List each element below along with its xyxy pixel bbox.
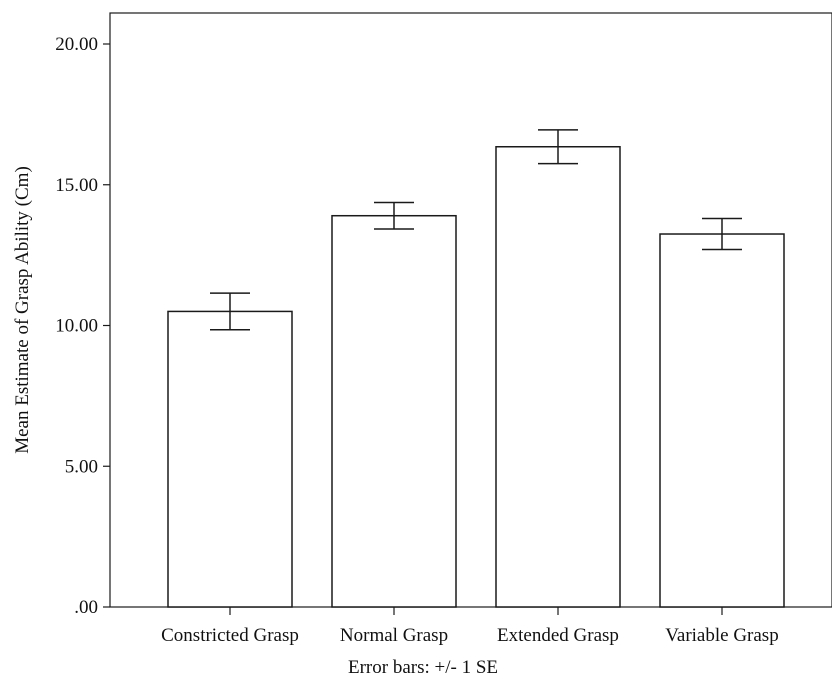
- y-axis-ticks: .00 5.00 10.00 15.00 20.00: [55, 34, 110, 618]
- bar-normal-grasp: [331, 214, 457, 608]
- x-tick-label: Normal Grasp: [340, 625, 448, 646]
- error-bar-footnote: Error bars: +/- 1 SE: [348, 657, 498, 678]
- plot-frame: [109, 12, 832, 608]
- x-tick-label: Extended Grasp: [497, 625, 619, 646]
- bars-group: [167, 145, 785, 608]
- x-tick-label: Variable Grasp: [665, 625, 778, 646]
- y-tick-label: 10.00: [55, 316, 98, 337]
- bar-extended-grasp: [495, 145, 621, 608]
- y-axis-title: Mean Estimate of Grasp Ability (Cm): [12, 166, 33, 454]
- bar-constricted-grasp: [167, 310, 293, 608]
- error-bars-group: [210, 129, 742, 331]
- y-tick-label: 20.00: [55, 34, 98, 55]
- y-tick-label: 5.00: [65, 456, 98, 477]
- x-tick-label: Constricted Grasp: [161, 625, 299, 646]
- y-tick-label: 15.00: [55, 175, 98, 196]
- x-axis-ticks: Constricted Grasp Normal Grasp Extended Gr…: [161, 607, 779, 646]
- y-tick-label: .00: [74, 597, 98, 618]
- bar-variable-grasp: [659, 233, 785, 608]
